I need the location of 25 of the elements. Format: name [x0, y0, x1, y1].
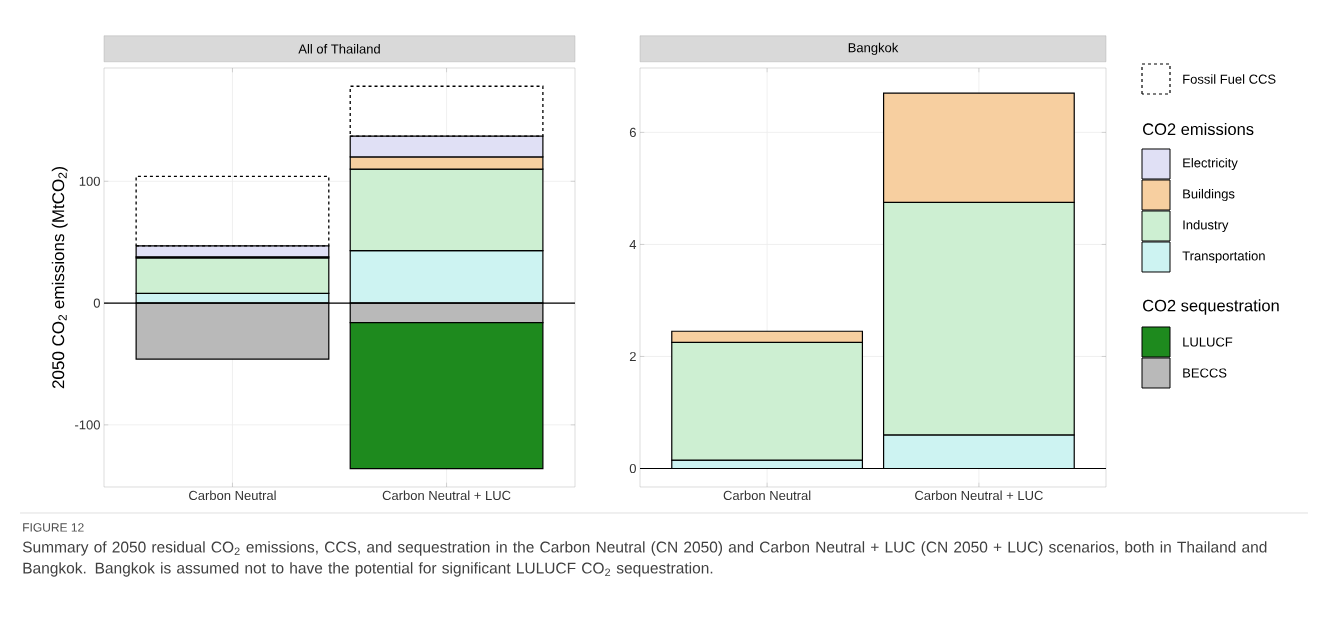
- x-tick-label: Carbon Neutral: [723, 490, 811, 501]
- y-tick-label: 6: [629, 127, 636, 138]
- y-tick-label: -100: [75, 420, 100, 430]
- chart-title: All of Thailand: [298, 44, 380, 54]
- text: CO2 sequestration: [1143, 299, 1279, 315]
- legend-label: LULUCF: [1183, 337, 1233, 347]
- text: Summary of 2050 residual CO$_{2}$ emissions, CCS, and sequestration in the Carbon Neutral (CN 2050) and Carbon Neutral + LUC (CN 2050 + LUC) scenarios, both in Thailand and Bangkok. Bangkok is assumed not to have the potential for significant LULUCF CO$_{2}$ sequestration.: [22, 541, 1267, 577]
- x-tick-label: Carbon Neutral + LUC: [382, 490, 511, 501]
- legend-label: BECCS: [1183, 368, 1227, 378]
- chart-title: Bangkok: [848, 42, 899, 55]
- x-tick-label: Carbon Neutral: [189, 490, 276, 501]
- legend-label: Industry: [1183, 219, 1229, 233]
- y-tick-label: 2: [629, 351, 636, 362]
- legend-label: Transportation: [1182, 250, 1265, 264]
- y-tick-label: 100: [79, 176, 100, 186]
- y-tick-label: 0: [93, 298, 100, 308]
- legend-title: CO2 emissions: [1143, 122, 1254, 136]
- legend-label: Buildings: [1183, 188, 1235, 202]
- legend-label: Electricity: [1183, 157, 1238, 171]
- caption: FIGURE 12: [23, 523, 84, 532]
- x-tick-label: Carbon Neutral + LUC: [915, 490, 1043, 501]
- y-axis-title: 2050 CO$_{2}$ emissions (MtCO$_{2}$): [51, 167, 68, 389]
- y-tick-label: 4: [629, 239, 637, 249]
- y-tick-label: 0: [629, 463, 636, 474]
- legend-label: Fossil Fuel CCS: [1183, 74, 1276, 84]
